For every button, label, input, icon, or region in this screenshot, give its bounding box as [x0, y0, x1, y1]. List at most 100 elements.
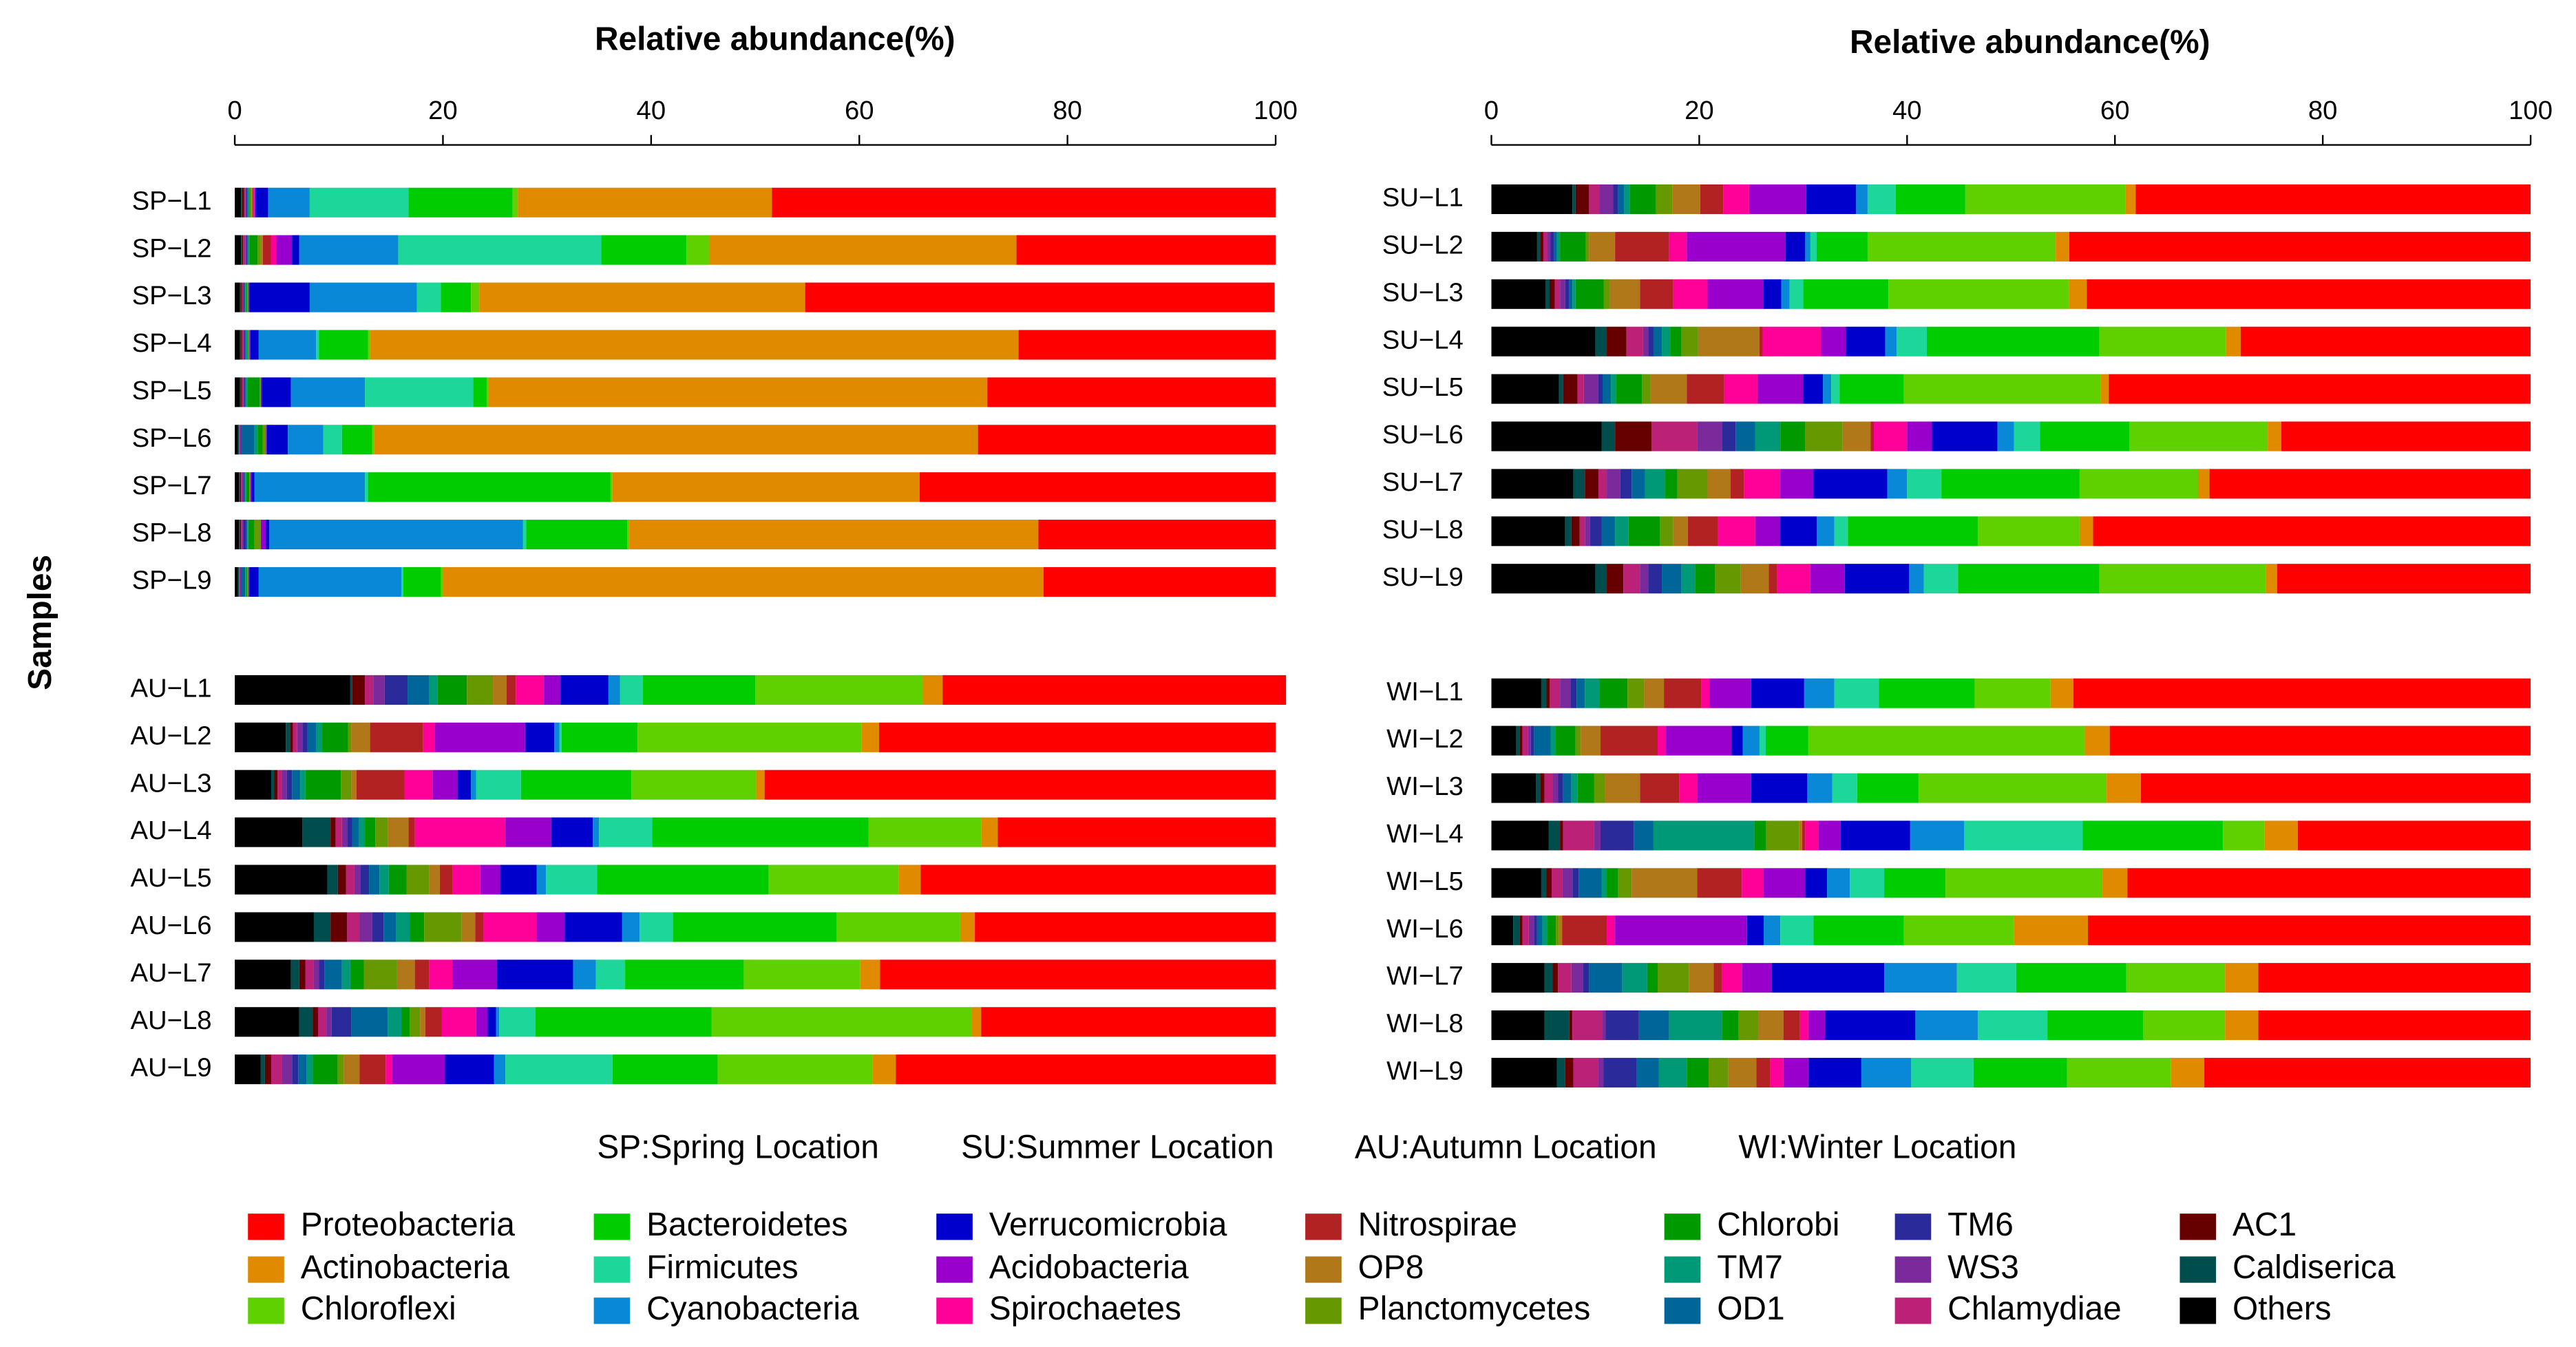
bar-segment [476, 1007, 488, 1037]
bar-segment [868, 817, 982, 847]
bar-segment [506, 675, 516, 705]
bar-segment [499, 1007, 536, 1037]
bar-segment [1738, 1010, 1759, 1041]
legend-label: WS3 [1947, 1249, 2019, 1286]
bar-segment [522, 520, 527, 550]
bar-segment [861, 722, 879, 752]
bar-segment [1923, 564, 1959, 594]
bar-segment [1785, 231, 1806, 262]
x-tick-label: 60 [845, 96, 874, 125]
bar-segment [1762, 326, 1822, 357]
y-tick-label: SU−L3 [1382, 277, 1464, 307]
bar-segment [1624, 184, 1630, 215]
bar-segment [302, 817, 331, 847]
bar-segment [479, 282, 805, 312]
bar-segment [1844, 564, 1910, 594]
bar-segment [1577, 773, 1594, 803]
bar-segment [467, 675, 494, 705]
bar-segment [1915, 1010, 1978, 1041]
bar-segment [410, 912, 425, 942]
bar-segment [420, 1007, 425, 1037]
bar-segment [1513, 915, 1520, 946]
legend-swatch [1664, 1297, 1701, 1324]
bar-segment [1572, 1010, 1603, 1041]
bar-segment [1536, 773, 1541, 803]
bar-segment [1977, 516, 2080, 547]
bar-segment [860, 959, 880, 990]
bar-segment [1575, 279, 1604, 309]
bar-segment [244, 377, 246, 407]
bar-segment [473, 377, 487, 407]
bar-segment [1766, 820, 1799, 851]
bar-segment [1583, 374, 1598, 404]
bar-segment [443, 566, 1044, 597]
bar-segment [375, 817, 388, 847]
bar-segment [1616, 374, 1643, 404]
bar-segment [313, 1054, 338, 1085]
bar-segment [642, 675, 756, 705]
bar-segment [268, 520, 523, 550]
bar-segment [363, 959, 397, 990]
bar-segment [561, 722, 638, 752]
bar-segment [359, 912, 372, 942]
bar-segment [1595, 326, 1607, 357]
bar-segment [1605, 773, 1640, 803]
bar-segment [315, 722, 323, 752]
bar-segment [1563, 374, 1578, 404]
bar-segment [476, 770, 521, 800]
bar-segment [878, 722, 1276, 752]
bar-segment [2126, 963, 2226, 993]
bar-segment [1554, 279, 1561, 309]
bar-segment [1755, 421, 1781, 452]
bar-segment [564, 912, 622, 942]
bar-segment [1746, 915, 1764, 946]
legend-swatch [936, 1256, 973, 1283]
bar-segment [1603, 279, 1610, 309]
bar-segment [1783, 1057, 1808, 1088]
bar-segment [599, 817, 653, 847]
bar-segment [401, 566, 403, 597]
bar-segment [235, 817, 303, 847]
bar-segment [1742, 963, 1773, 993]
bar-segment [1043, 566, 1276, 597]
bar-segment [432, 770, 458, 800]
bar-segment [1607, 868, 1618, 898]
bar-segment [1816, 231, 1868, 262]
bar-segment [1888, 279, 2069, 309]
bar-segment [1850, 868, 1885, 898]
x-tick-label: 40 [1892, 96, 1922, 125]
bar-segment [242, 187, 244, 218]
bar-segment [1613, 184, 1618, 215]
bar-segment [1491, 915, 1514, 946]
bar-segment [1665, 469, 1678, 499]
bar-segment [1687, 231, 1786, 262]
bar-segment [1722, 421, 1736, 452]
bar-segment [416, 282, 441, 312]
y-tick-label: SU−L8 [1382, 515, 1464, 544]
bar-segment [1673, 279, 1708, 309]
y-tick-label: AU−L2 [130, 721, 211, 750]
bar-segment [250, 472, 252, 502]
bar-segment [1607, 564, 1624, 594]
bar-segment [756, 770, 765, 800]
bar-segment [1562, 915, 1607, 946]
bar-segment [1713, 963, 1722, 993]
bar-segment [1547, 915, 1556, 946]
bar-segment [330, 817, 336, 847]
bar-segment [1805, 868, 1828, 898]
bar-segment [1575, 725, 1581, 756]
legend-swatch [593, 1297, 631, 1324]
legend-label: Acidobacteria [989, 1249, 1189, 1286]
bar-segment [282, 770, 287, 800]
bar-segment [1763, 279, 1782, 309]
bar-segment [1615, 516, 1629, 547]
bar-segment [250, 330, 259, 360]
bar-segment [1823, 374, 1832, 404]
bar-segment [344, 1054, 360, 1085]
bar-segment [1603, 1057, 1637, 1088]
bar-segment [260, 235, 263, 265]
bar-segment [235, 770, 271, 800]
bar-segment [560, 675, 609, 705]
y-tick-label: SP−L2 [132, 233, 212, 263]
bar-segment [1885, 326, 1897, 357]
